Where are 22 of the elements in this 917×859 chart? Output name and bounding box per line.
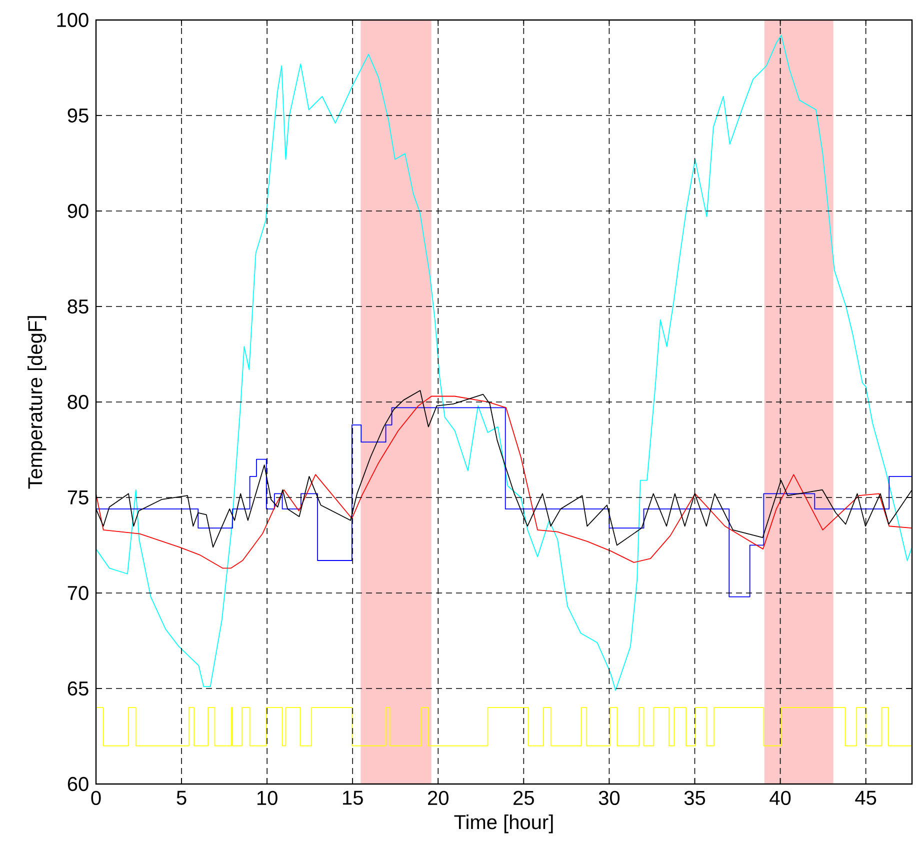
- y-tick-label: 85: [68, 299, 88, 314]
- x-tick-label: 40: [770, 790, 791, 806]
- x-tick-label: 25: [514, 790, 534, 806]
- x-tick-label: 35: [684, 790, 706, 806]
- line-series: [96, 34, 912, 691]
- y-tick-label: 65: [68, 681, 88, 696]
- x-tick-label: 30: [598, 790, 620, 806]
- y-tick-label: 80: [68, 394, 88, 410]
- x-tick-label: 0: [91, 790, 101, 806]
- x-tick-label: 45: [855, 790, 876, 805]
- y-tick-label: 60: [68, 776, 88, 792]
- x-tick-label: 10: [257, 790, 278, 806]
- x-tick-label: 15: [343, 790, 363, 805]
- x-axis-title: Time [hour]: [454, 814, 553, 834]
- x-tick-label: 5: [176, 790, 186, 805]
- y-tick-label: 70: [68, 586, 88, 600]
- y-tick-label: 90: [68, 204, 88, 218]
- y-tick-label: 75: [68, 490, 88, 504]
- y-axis-title: Temperature [degF]: [28, 316, 46, 489]
- x-tick-label: 20: [428, 790, 448, 806]
- y-tick-label: 95: [68, 108, 88, 123]
- y-tick-label: 100: [57, 12, 88, 28]
